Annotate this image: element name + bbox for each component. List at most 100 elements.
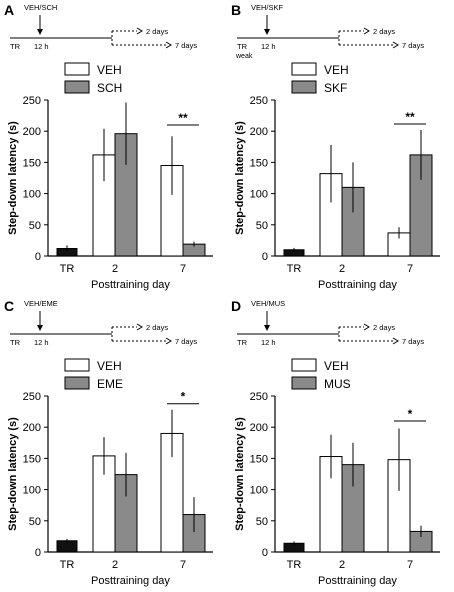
injection-arrow-icon — [37, 325, 43, 331]
legend-swatch-sch — [64, 80, 90, 94]
panel-a: A 2 days 7 days TR 12 h VEH/SCH 0 50 100 150 200 25… — [4, 2, 213, 291]
legend-label-veh: VEH — [324, 359, 349, 373]
timeline-treat-time: 12 h — [261, 338, 276, 347]
injection-arrow-icon — [264, 325, 270, 331]
x-tick-label: TR — [287, 263, 302, 275]
y-tick-label: 100 — [250, 485, 268, 497]
panel-c-timeline: 2 days 7 days TR 12 h VEH/EME — [10, 299, 197, 347]
timeline-treat-time: 12 h — [261, 42, 276, 51]
panel-b-letter: B — [231, 2, 241, 18]
timeline-day2-arrow-icon — [136, 323, 143, 331]
y-tick-label: 0 — [262, 251, 268, 263]
timeline-treat-time: 12 h — [34, 42, 49, 51]
y-axis-label: Step-down latency (s) — [234, 121, 246, 235]
x-axis-label: Posttraining day — [91, 279, 170, 291]
timeline-treat-time: 12 h — [34, 338, 49, 347]
y-tick-label: 250 — [23, 391, 41, 403]
x-tick-label: 7 — [180, 263, 186, 275]
y-tick-label: 150 — [23, 157, 41, 169]
legend-swatch-veh — [64, 62, 90, 76]
injection-arrow-icon — [264, 29, 270, 35]
legend-swatch-skf — [291, 80, 317, 94]
x-tick-label: 2 — [112, 559, 118, 571]
x-tick-label: 7 — [180, 559, 186, 571]
legend-label-sch: SCH — [97, 81, 122, 95]
y-axis-label: Step-down latency (s) — [234, 417, 246, 531]
significance-label: ** — [178, 111, 188, 125]
timeline-drug-label: VEH/SCH — [24, 3, 57, 12]
timeline-day7-label: 7 days — [175, 41, 197, 50]
x-axis-label: Posttraining day — [318, 279, 397, 291]
y-tick-label: 100 — [23, 189, 41, 201]
y-tick-label: 50 — [29, 516, 41, 528]
y-axis-label: Step-down latency (s) — [7, 417, 19, 531]
panel-a-letter: A — [4, 2, 14, 18]
timeline-day2-label: 2 days — [146, 323, 168, 332]
significance-label: * — [408, 407, 413, 421]
y-tick-label: 0 — [35, 547, 41, 559]
y-tick-label: 100 — [250, 189, 268, 201]
legend-swatch-veh — [64, 358, 90, 372]
panel-c-legend: VEH EME — [64, 358, 123, 391]
timeline-day7-label: 7 days — [402, 337, 424, 346]
timeline-day2-arrow-icon — [363, 323, 370, 331]
y-tick-label: 200 — [23, 126, 41, 138]
y-tick-label: 250 — [250, 95, 268, 107]
timeline-day7-arrow-icon — [392, 41, 399, 49]
y-tick-label: 250 — [250, 391, 268, 403]
x-axis-label: Posttraining day — [91, 575, 170, 587]
x-tick-label: TR — [60, 263, 75, 275]
significance-label: * — [181, 390, 186, 404]
legend-label-veh: VEH — [97, 63, 122, 77]
timeline-train-label: TR — [237, 42, 248, 51]
legend-swatch-veh — [291, 358, 317, 372]
x-tick-label: 7 — [407, 559, 413, 571]
panel-b-chart: 0 50 100 150 200 250 Step-down latency (s) Post… — [234, 62, 440, 291]
timeline-day7-arrow-icon — [165, 41, 172, 49]
panel-d-legend: VEH MUS — [291, 358, 351, 391]
panel-b-timeline: 2 days 7 days TR weak 12 h VEH/SKF — [235, 3, 424, 60]
panel-a-chart: 0 50 100 150 200 250 Step-down latency (s) Post… — [7, 62, 213, 291]
legend-label-skf: SKF — [324, 81, 347, 95]
timeline-day2-arrow-icon — [136, 27, 143, 35]
x-tick-label: TR — [287, 559, 302, 571]
timeline-day7-label: 7 days — [175, 337, 197, 346]
y-tick-label: 150 — [23, 453, 41, 465]
timeline-day2-arrow-icon — [363, 27, 370, 35]
y-tick-label: 0 — [262, 547, 268, 559]
panel-d-chart: 0 50 100 150 200 250 Step-down latency (s) Post… — [234, 358, 440, 587]
x-tick-label: 2 — [339, 559, 345, 571]
timeline-day7-arrow-icon — [165, 337, 172, 345]
panel-d-letter: D — [231, 298, 241, 314]
panel-b: B 2 days 7 days TR weak 12 h VEH/SKF 0 50 100 150 2… — [231, 2, 440, 291]
legend-swatch-eme — [64, 376, 90, 390]
y-tick-label: 50 — [256, 516, 268, 528]
panel-c-chart: 0 50 100 150 200 250 Step-down latency (s) Post… — [7, 358, 213, 587]
y-tick-label: 200 — [250, 422, 268, 434]
timeline-drug-label: VEH/MUS — [251, 299, 285, 308]
y-axis-label: Step-down latency (s) — [7, 121, 19, 235]
y-tick-label: 250 — [23, 95, 41, 107]
panel-c-letter: C — [4, 298, 14, 314]
significance-label: ** — [405, 110, 415, 124]
y-tick-label: 200 — [250, 126, 268, 138]
y-tick-label: 50 — [29, 220, 41, 232]
x-tick-label: 2 — [339, 263, 345, 275]
injection-arrow-icon — [37, 29, 43, 35]
timeline-train-sublabel: weak — [235, 53, 253, 60]
timeline-train-label: TR — [237, 338, 248, 347]
legend-label-veh: VEH — [97, 359, 122, 373]
panel-d-timeline: 2 days 7 days TR 12 h VEH/MUS — [237, 299, 424, 347]
timeline-drug-label: VEH/EME — [24, 299, 58, 308]
x-tick-label: 7 — [407, 263, 413, 275]
panel-c: C 2 days 7 days TR 12 h VEH/EME 0 50 100 150 200 25… — [4, 298, 213, 587]
x-tick-label: 2 — [112, 263, 118, 275]
legend-label-veh: VEH — [324, 63, 349, 77]
timeline-day7-arrow-icon — [392, 337, 399, 345]
timeline-day7-label: 7 days — [402, 41, 424, 50]
y-tick-label: 50 — [256, 220, 268, 232]
timeline-train-label: TR — [10, 42, 21, 51]
panel-a-timeline: 2 days 7 days TR 12 h VEH/SCH — [10, 3, 197, 51]
y-tick-label: 200 — [23, 422, 41, 434]
